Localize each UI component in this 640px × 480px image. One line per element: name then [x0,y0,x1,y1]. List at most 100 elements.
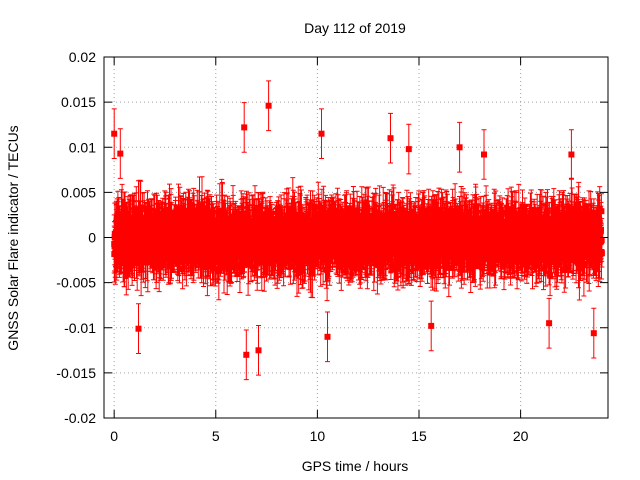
data-point [199,246,206,253]
x-tick-label: 20 [513,428,529,444]
data-point [593,222,600,229]
data-point [549,243,556,250]
data-point [370,256,377,263]
data-point [457,216,464,223]
data-point [403,212,410,219]
data-point [304,213,311,220]
data-point [538,215,545,221]
data-point [200,259,207,266]
data-point [203,218,210,225]
data-point [481,250,488,257]
data-point [596,217,603,224]
data-point [338,258,345,265]
y-tick-label: 0.005 [61,184,96,200]
data-point [253,247,259,254]
data-point [192,222,199,229]
data-point [257,247,264,254]
data-point [507,259,514,265]
data-point [460,212,467,219]
data-point [481,246,488,252]
data-point [309,218,316,225]
data-point [223,250,230,257]
data-point [191,214,198,221]
data-point [214,219,221,226]
y-tick-label: 0.02 [69,49,96,65]
data-point [515,212,522,219]
data-point [283,250,290,257]
data-point [137,208,144,215]
data-point [187,253,193,260]
data-point [554,259,561,266]
data-point [598,237,605,243]
data-point [129,249,136,256]
data-point [167,210,174,217]
data-point [456,144,463,151]
data-point [441,226,448,233]
x-tick-label: 5 [212,428,220,444]
data-point [405,146,412,153]
data-point [428,322,435,329]
data-point [433,210,439,217]
data-point [363,224,370,231]
data-point [140,252,147,259]
data-point [425,207,432,214]
data-point [376,211,383,218]
data-point [394,224,401,231]
data-point [215,266,222,273]
data-point [282,240,289,247]
data-point [149,224,156,231]
data-point [357,249,364,256]
data-point [460,251,467,258]
data-point [311,211,318,218]
data-point [297,238,303,245]
data-point [528,254,535,261]
data-point [243,351,250,358]
data-point [395,207,402,214]
data-point [351,224,358,231]
data-point [220,213,227,220]
data-point [307,258,314,265]
data-point [227,226,234,233]
x-axis-label: GPS time / hours [302,458,409,474]
data-point [548,253,555,259]
data-point [443,211,449,217]
axes: 0.02 0.015 0.01 0.005 0 -0.005 -0.01 -0.015 -0.0… [56,49,608,444]
data-point [167,218,174,225]
data-point [174,260,181,267]
data-point [236,226,243,233]
data-point [246,225,253,232]
data-point [228,251,235,257]
y-tick-label: 0 [88,230,96,246]
data-point [324,267,331,273]
data-point [387,135,394,142]
data-point [492,254,499,260]
data-point [574,242,581,249]
data-point [414,252,420,259]
data-point [366,228,373,235]
data-point [309,268,316,275]
y-tick-label: -0.015 [56,365,96,381]
data-point [324,247,331,254]
data-point [560,246,567,252]
data-point [387,238,394,245]
data-point [572,213,578,220]
data-point [146,213,153,220]
data-point [409,256,416,263]
data-point [222,247,228,254]
data-point [534,207,541,214]
data-point [298,214,305,221]
data-point [436,252,443,258]
data-point [206,257,213,264]
data-point [122,229,129,236]
data-point [569,208,576,215]
data-point [181,257,188,264]
data-point [384,220,391,227]
data-point [404,260,411,266]
data-point [586,256,593,263]
data-point [301,254,308,260]
data-point [512,227,519,234]
data-point [232,220,239,227]
data-point [498,255,505,262]
y-tick-label: 0.01 [69,139,96,155]
data-point [324,333,331,340]
